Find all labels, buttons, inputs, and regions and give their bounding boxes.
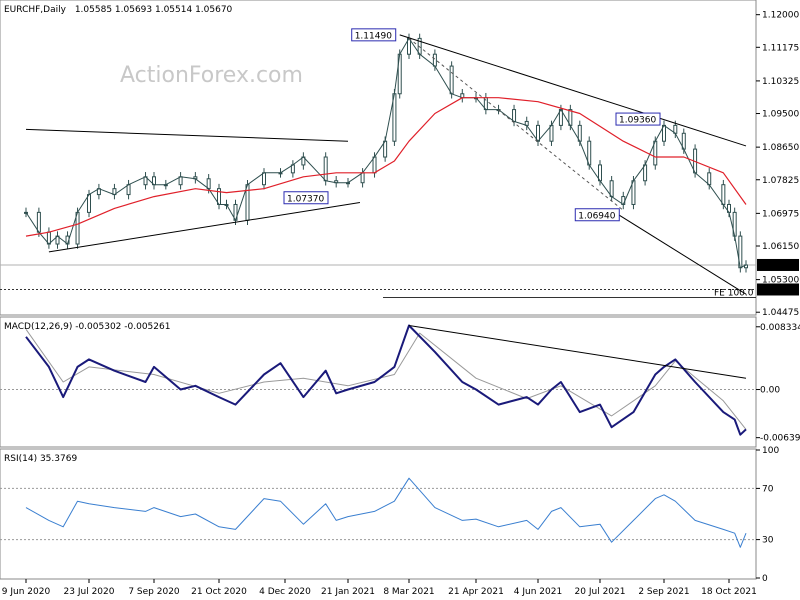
axis-layer: 1.12000 1.11175 1.10325 1.09500 1.08650 1.078… bbox=[2, 11, 800, 597]
annotation-label: 1.07370 bbox=[287, 194, 324, 204]
fe-level-axis-label: 1.05050 bbox=[760, 286, 797, 296]
rsi-axis-label: 70 bbox=[762, 484, 774, 494]
price-bar-body bbox=[707, 172, 712, 186]
rsi-panel bbox=[0, 448, 757, 580]
price-panel bbox=[0, 0, 757, 316]
price-bar-body bbox=[432, 53, 437, 67]
price-axis-label: 1.05300 bbox=[762, 276, 799, 286]
fe-level-badge bbox=[757, 283, 799, 296]
date-axis-label: 21 Apr 2021 bbox=[448, 587, 504, 597]
chart-title: EURCHF,Daily 1.05585 1.05693 1.05514 1.0… bbox=[4, 5, 233, 15]
price-axis-label: 1.04475 bbox=[762, 308, 799, 318]
ohlc-label: 1.05585 1.05693 1.05514 1.05670 bbox=[75, 5, 233, 15]
price-trendline-2 bbox=[399, 34, 747, 147]
date-axis-label: 8 Mar 2021 bbox=[383, 587, 434, 597]
price-bar-body bbox=[536, 124, 540, 142]
price-bar-body bbox=[87, 194, 91, 213]
date-axis-label: 21 Jan 2021 bbox=[321, 587, 375, 597]
price-bar-body bbox=[206, 178, 211, 190]
moving-average-line bbox=[25, 97, 747, 237]
rsi-axis-label: 100 bbox=[762, 446, 779, 456]
price-axis-label: 1.06150 bbox=[762, 242, 799, 252]
price-bar-body bbox=[360, 172, 365, 184]
price-bar-body bbox=[512, 109, 517, 122]
date-axis-label: 21 Oct 2020 bbox=[191, 587, 247, 597]
date-axis-label: 20 Jul 2021 bbox=[575, 587, 626, 597]
macd-axis-label: -0.006393 bbox=[760, 434, 800, 444]
macd-layer bbox=[0, 324, 756, 436]
rsi-layer bbox=[0, 477, 756, 548]
price-bar-body bbox=[372, 156, 377, 174]
macd-panel bbox=[0, 316, 757, 448]
rsi-line bbox=[25, 477, 747, 548]
price-trendline-3 bbox=[611, 209, 747, 295]
date-axis-label: 7 Sep 2020 bbox=[128, 587, 180, 597]
macd-trendline-0 bbox=[408, 325, 747, 379]
price-bar-body bbox=[721, 184, 726, 205]
annotation-box bbox=[574, 208, 620, 222]
annotation-1: 1.07370 bbox=[283, 191, 329, 205]
date-axis-label: 4 Dec 2020 bbox=[259, 587, 311, 597]
price-axis-label: 1.12000 bbox=[762, 11, 799, 21]
annotation-0: 1.11490 bbox=[351, 28, 397, 42]
date-axis-label: 4 Jun 2021 bbox=[514, 587, 562, 597]
annotation-label: 1.11490 bbox=[355, 31, 392, 41]
annotation-label: 1.09360 bbox=[619, 116, 656, 126]
macd-title: MACD(12,26,9) -0.005302 -0.005261 bbox=[4, 322, 170, 332]
price-axis-label: 1.10325 bbox=[762, 77, 799, 87]
annotation-2: 1.06940 bbox=[574, 208, 620, 222]
date-axis-label: 2 Sep 2021 bbox=[638, 587, 689, 597]
price-line bbox=[25, 37, 747, 269]
macd-axis-label: 0.00 bbox=[760, 386, 780, 396]
price-bar-body bbox=[449, 65, 454, 95]
price-axis-label: 1.11175 bbox=[762, 43, 799, 53]
price-trendline-1 bbox=[48, 202, 361, 253]
price-axis-label: 1.07825 bbox=[762, 176, 799, 186]
price-bar-body bbox=[178, 176, 183, 186]
price-bar-body bbox=[744, 264, 748, 269]
date-axis-label: 18 Oct 2021 bbox=[701, 587, 757, 597]
watermark: ActionForex.com bbox=[120, 63, 303, 88]
macd-line bbox=[25, 324, 747, 436]
annotation-box bbox=[351, 28, 397, 42]
date-axis-label: 9 Jun 2020 bbox=[2, 587, 51, 597]
swing-dashed-line bbox=[408, 38, 624, 211]
price-trendline-0 bbox=[25, 128, 349, 142]
rsi-axis-label: 0 bbox=[762, 574, 768, 584]
current-price-badge bbox=[757, 258, 799, 271]
annotation-box bbox=[283, 191, 329, 205]
price-bar-body bbox=[323, 156, 328, 182]
current-price-label: 1.05670 bbox=[760, 261, 797, 271]
price-bar-body bbox=[36, 211, 41, 233]
symbol-label: EURCHF,Daily bbox=[4, 5, 67, 15]
price-axis-label: 1.09500 bbox=[762, 110, 799, 120]
annotation-box bbox=[615, 112, 661, 126]
rsi-title: RSI(14) 35.3769 bbox=[4, 454, 77, 464]
macd-axis-label: 0.008334 bbox=[760, 323, 800, 333]
price-layer: FE 100.0 1.11490 1.07370 1.06940 1.09360 bbox=[0, 28, 756, 298]
fe-label: FE 100.0 bbox=[714, 288, 754, 298]
price-bar-body bbox=[126, 184, 131, 196]
price-axis-label: 1.06975 bbox=[762, 209, 799, 219]
annotation-3: 1.09360 bbox=[615, 112, 661, 126]
macd-signal-line bbox=[25, 329, 747, 430]
date-axis-label: 23 Jul 2020 bbox=[64, 587, 115, 597]
price-bar-body bbox=[609, 180, 614, 198]
annotation-label: 1.06940 bbox=[578, 211, 615, 221]
price-bar-body bbox=[643, 164, 648, 182]
price-axis-label: 1.08650 bbox=[762, 143, 799, 153]
rsi-axis-label: 30 bbox=[762, 536, 774, 546]
price-bar-body bbox=[549, 124, 554, 142]
price-bar-body bbox=[262, 172, 266, 186]
